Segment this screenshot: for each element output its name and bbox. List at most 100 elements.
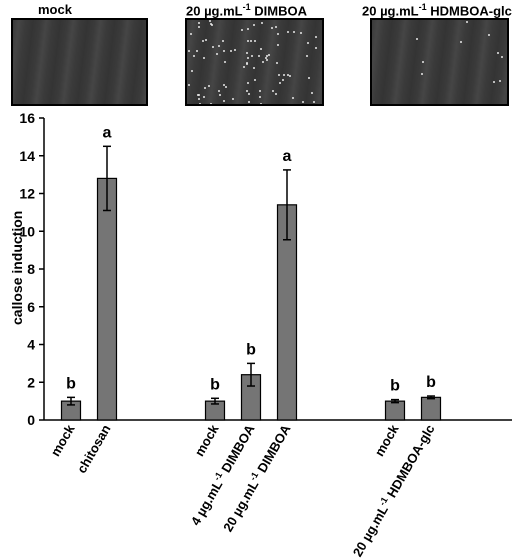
- micrograph-hdmboa: [370, 18, 509, 106]
- y-tick-label: 4: [27, 337, 35, 353]
- fluorescent-speckle: [253, 39, 256, 42]
- fluorescent-speckle: [277, 43, 280, 46]
- fluorescent-speckle: [275, 93, 278, 96]
- fluorescent-speckle: [222, 100, 225, 103]
- fluorescent-speckle: [248, 101, 251, 104]
- category-label: 4 µg.mL-1 DIMBOA: [187, 421, 258, 528]
- fluorescent-speckle: [209, 102, 212, 104]
- fluorescent-speckle: [203, 95, 206, 98]
- panel-title-dimboa-sup: -1: [242, 2, 251, 12]
- significance-letter: a: [103, 124, 112, 141]
- micrograph-texture: [13, 20, 146, 104]
- bar: [420, 396, 442, 421]
- fluorescent-speckle: [197, 94, 200, 96]
- fluorescent-speckle: [278, 74, 281, 77]
- fluorescent-speckle: [422, 60, 425, 63]
- fluorescent-speckle: [190, 70, 193, 73]
- panel-title-dimboa: 20 µg.mL-1 DIMBOA: [186, 2, 307, 18]
- fluorescent-speckle: [217, 89, 220, 92]
- fluorescent-speckle: [225, 85, 228, 88]
- fluorescent-speckle: [245, 61, 248, 64]
- fluorescent-speckle: [232, 98, 235, 101]
- fluorescent-speckle: [260, 47, 263, 50]
- fluorescent-speckle: [275, 26, 278, 29]
- fluorescent-speckle: [314, 47, 317, 50]
- panel-title-hdmboa-post: HDMBOA-glc: [426, 3, 512, 19]
- significance-letter: a: [283, 148, 292, 165]
- bar: [384, 400, 406, 421]
- category-label: 20 µg.mL-1 DIMBOA: [219, 421, 294, 534]
- fluorescent-speckle: [500, 56, 503, 59]
- fluorescent-speckle: [210, 24, 213, 27]
- fluorescent-speckle: [277, 33, 280, 36]
- fluorescent-speckle: [299, 32, 302, 35]
- fluorescent-speckle: [270, 27, 273, 30]
- fluorescent-speckle: [252, 67, 255, 70]
- fluorescent-speckle: [198, 25, 201, 28]
- fluorescent-speckle: [197, 97, 200, 100]
- fluorescent-speckle: [205, 38, 208, 41]
- fluorescent-speckle: [292, 96, 295, 99]
- fluorescent-speckle: [245, 90, 248, 93]
- fluorescent-speckle: [222, 50, 225, 53]
- fluorescent-speckle: [217, 44, 220, 47]
- fluorescent-speckle: [286, 31, 289, 34]
- fluorescent-speckle: [288, 74, 291, 77]
- fluorescent-speckle: [203, 57, 206, 60]
- fluorescent-speckle: [416, 38, 419, 41]
- fluorescent-speckle: [265, 54, 268, 57]
- fluorescent-speckle: [188, 83, 191, 86]
- fluorescent-speckle: [190, 32, 193, 35]
- fluorescent-speckle: [202, 40, 205, 43]
- y-tick-label: 16: [19, 110, 35, 126]
- fluorescent-speckle: [247, 27, 250, 30]
- fluorescent-speckle: [209, 23, 212, 26]
- fluorescent-speckle: [312, 101, 315, 104]
- fluorescent-speckle: [287, 73, 290, 76]
- bar: [96, 177, 118, 421]
- fluorescent-speckle: [230, 50, 233, 53]
- y-tick-label: 2: [27, 374, 35, 390]
- fluorescent-speckle: [198, 103, 201, 104]
- significance-letter: b: [210, 376, 220, 393]
- fluorescent-speckle: [307, 42, 310, 45]
- fluorescent-speckle: [499, 80, 502, 83]
- fluorescent-speckle: [218, 94, 221, 97]
- y-tick-label: 10: [19, 223, 35, 239]
- micrograph-dimboa: [185, 18, 324, 106]
- fluorescent-speckle: [259, 96, 262, 99]
- fluorescent-speckle: [460, 41, 463, 44]
- fluorescent-speckle: [224, 61, 227, 64]
- category-label: mock: [48, 421, 78, 459]
- fluorescent-speckle: [492, 81, 495, 84]
- fluorescent-speckle: [211, 45, 214, 48]
- fluorescent-speckle: [241, 29, 244, 32]
- y-tick-label: 0: [27, 412, 35, 428]
- fluorescent-speckle: [245, 51, 248, 54]
- fluorescent-speckle: [251, 54, 254, 57]
- fluorescent-speckle: [281, 78, 284, 81]
- fluorescent-speckle: [275, 61, 278, 64]
- panel-title-hdmboa-sup: -1: [418, 2, 427, 12]
- panel-title-hdmboa: 20 µg.mL-1 HDMBOA-glc: [362, 2, 512, 18]
- fluorescent-speckle: [261, 22, 264, 25]
- fluorescent-speckle: [497, 52, 500, 55]
- y-tick-label: 12: [19, 186, 35, 202]
- fluorescent-speckle: [246, 39, 249, 42]
- fluorescent-speckle: [223, 84, 226, 87]
- fluorescent-speckle: [258, 89, 261, 92]
- category-label: mock: [192, 421, 222, 459]
- fluorescent-speckle: [195, 49, 198, 52]
- significance-letter: b: [426, 374, 436, 391]
- fluorescent-speckle: [250, 39, 253, 42]
- fluorescent-speckle: [262, 60, 265, 63]
- category-label: mock: [372, 421, 402, 459]
- category-label: chitosan: [74, 422, 114, 476]
- fluorescent-speckle: [243, 66, 246, 69]
- fluorescent-speckle: [253, 79, 256, 82]
- fluorescent-speckle: [215, 53, 218, 56]
- fluorescent-speckle: [265, 57, 268, 60]
- fluorescent-speckle: [247, 56, 250, 59]
- significance-letter: b: [246, 341, 256, 358]
- fluorescent-speckle: [247, 82, 250, 85]
